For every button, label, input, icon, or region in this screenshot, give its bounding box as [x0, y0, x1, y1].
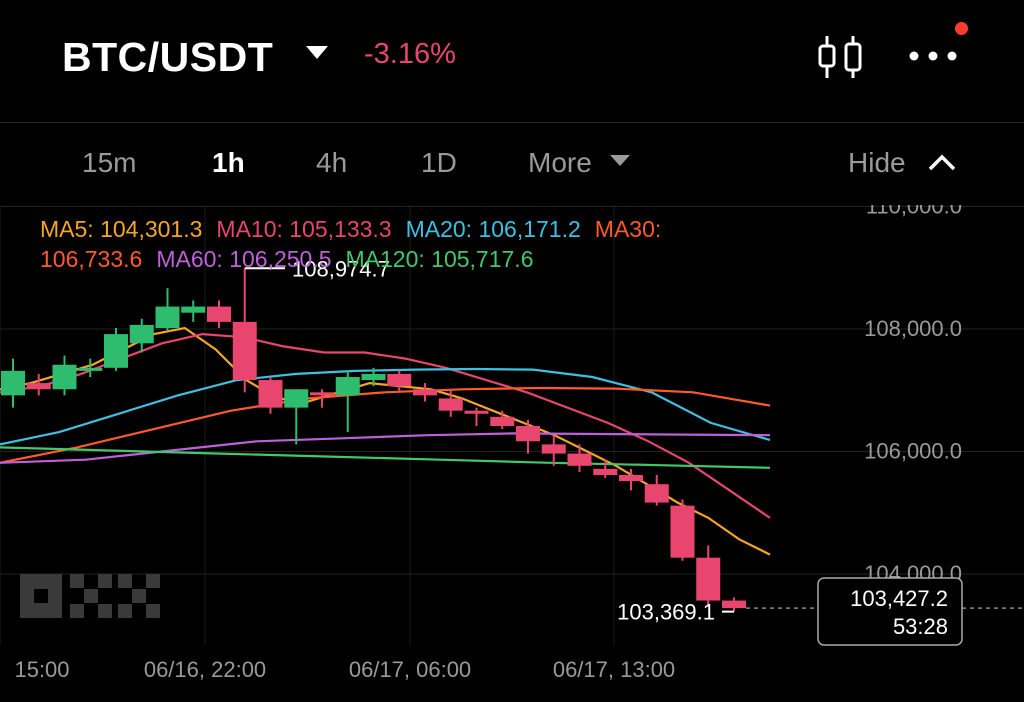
legend-ma30: MA30: [594, 216, 662, 242]
x-tick-label: 06/16, 22:00 [144, 657, 266, 682]
candle-body [335, 377, 360, 396]
candlestick-chart[interactable]: 110,000.0108,000.0106,000.0104,000.015:0… [0, 205, 1024, 702]
high-price-label: 108,974.7 [292, 256, 390, 281]
legend-ma60: MA60: 106,250.5 [156, 246, 332, 272]
tab-1d[interactable]: 1D [421, 147, 457, 178]
ma-legend: MA5: 104,301.3 MA10: 105,133.3 MA20: 106,1… [40, 214, 780, 274]
current-price-box [817, 577, 963, 646]
candle-body [644, 484, 669, 503]
candle-body [490, 416, 515, 426]
legend-ma5: MA5: 104,301.3 [40, 216, 203, 242]
tab-1h[interactable]: 1h [212, 147, 245, 178]
y-tick-label: 106,000.0 [864, 439, 962, 464]
candle-body [361, 373, 386, 381]
candle-body [26, 383, 51, 390]
y-tick-label: 108,000.0 [864, 316, 962, 341]
pair-title[interactable]: BTC/USDT [62, 34, 274, 80]
x-tick-label: 06/17, 06:00 [349, 657, 471, 682]
candle-body [284, 389, 309, 408]
candlestick-icon[interactable] [814, 32, 866, 82]
candle-body [670, 505, 695, 558]
candle-body [567, 453, 592, 466]
x-tick-label: 06/17, 13:00 [553, 657, 675, 682]
more-caret-icon[interactable] [610, 155, 630, 166]
notification-dot [955, 22, 968, 35]
candle-body [78, 367, 103, 371]
candle-body [619, 475, 643, 482]
candle-body [464, 410, 489, 414]
legend-ma30-value: 106,733.6 [40, 246, 143, 272]
chevron-down-icon[interactable] [306, 46, 328, 59]
candle-body [593, 468, 618, 475]
candle-body [155, 306, 180, 328]
legend-ma120: MA120: 105,717.6 [345, 246, 534, 272]
candle-body [722, 600, 746, 609]
candle-body [413, 389, 437, 396]
candle-body [541, 444, 566, 454]
candle-body [310, 392, 334, 396]
x-tick-label: 15:00 [14, 657, 69, 682]
candle-body [387, 373, 412, 387]
low-price-label: 103,369.1 [617, 600, 715, 625]
candle-body [438, 398, 463, 411]
candle-body [696, 557, 721, 601]
tab-4h[interactable]: 4h [316, 147, 348, 178]
ma-line-ma120 [0, 446, 771, 469]
more-dots-icon[interactable] [906, 38, 960, 74]
countdown-label: 53:28 [893, 614, 948, 639]
header: BTC/USDT -3.16% [0, 0, 1024, 123]
tab-15m[interactable]: 15m [82, 147, 137, 178]
legend-ma10: MA10: 105,133.3 [216, 216, 392, 242]
okx-watermark-logo [20, 574, 160, 618]
y-tick-label: 110,000.0 [866, 205, 962, 219]
candle-body [181, 306, 206, 313]
chevron-up-icon[interactable] [928, 153, 956, 171]
candle-body [52, 364, 77, 390]
legend-ma20: MA20: 106,171.2 [405, 216, 581, 242]
ma-line-ma20 [0, 367, 771, 446]
interval-tabs: 15m 1h 4h 1D More Hide [0, 123, 1024, 205]
candle-body [1, 370, 25, 396]
candle-body [516, 426, 540, 442]
candle-body [232, 321, 257, 381]
current-price-label: 103,427.2 [850, 586, 948, 611]
ma-line-ma5 [0, 326, 771, 556]
candle-body [104, 334, 128, 368]
candle-body [129, 324, 154, 344]
ma-line-ma10 [0, 332, 771, 519]
candle-body [258, 380, 283, 408]
ma-line-ma60 [0, 432, 771, 464]
price-change: -3.16% [364, 38, 456, 70]
hide-button[interactable]: Hide [848, 147, 906, 178]
candle-body [207, 306, 231, 322]
ma-line-ma30 [0, 386, 771, 464]
tab-more[interactable]: More [528, 147, 592, 178]
